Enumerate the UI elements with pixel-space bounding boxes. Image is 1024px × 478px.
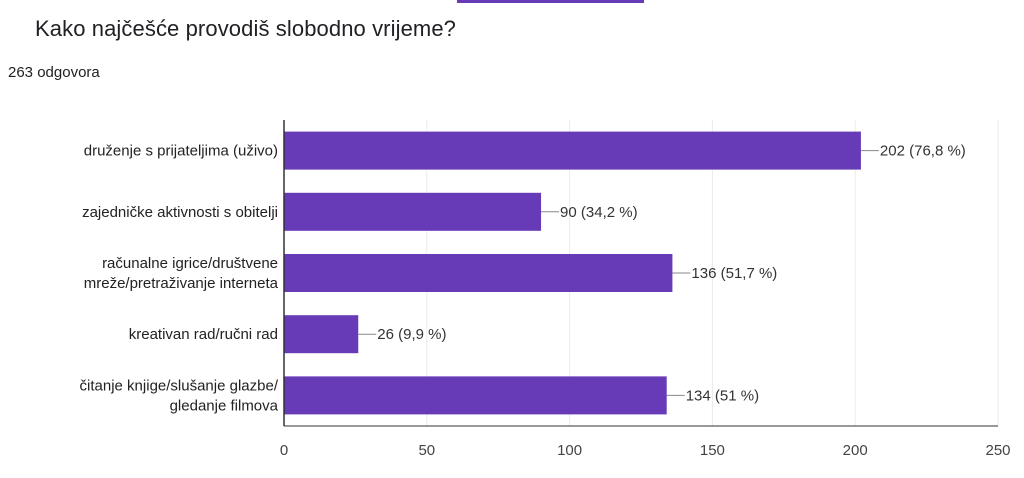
- top-accent-bar: [457, 0, 644, 3]
- value-label: 26 (9,9 %): [377, 326, 446, 343]
- category-label: druženje s prijateljima (uživo): [84, 143, 278, 160]
- category-label: računalne igrice/društvene mreže/pretraži…: [84, 255, 279, 292]
- x-tick-label: 200: [843, 442, 868, 459]
- bar: [284, 315, 359, 354]
- x-tick-label: 250: [985, 442, 1010, 459]
- category-label: čitanje knjige/slušanje glazbe/gledanje …: [80, 377, 279, 414]
- bar: [284, 254, 673, 292]
- x-tick-label: 0: [280, 442, 288, 459]
- value-label: 136 (51,7 %): [691, 265, 777, 282]
- question-title: Kako najčešće provodiš slobodno vrijeme?: [35, 16, 457, 41]
- category-label: zajedničke aktivnosti s obitelji: [82, 204, 278, 221]
- value-label: 134 (51 %): [686, 387, 759, 404]
- bar: [284, 192, 542, 231]
- category-label: kreativan rad/ručni rad: [129, 326, 278, 343]
- value-label: 202 (76,8 %): [880, 143, 966, 160]
- x-tick-label: 50: [418, 442, 435, 459]
- x-tick-label: 150: [700, 442, 725, 459]
- value-label: 90 (34,2 %): [560, 204, 638, 221]
- bar: [284, 376, 667, 415]
- bar: [284, 131, 861, 170]
- response-count: 263 odgovora: [8, 64, 100, 81]
- x-tick-label: 100: [557, 442, 582, 459]
